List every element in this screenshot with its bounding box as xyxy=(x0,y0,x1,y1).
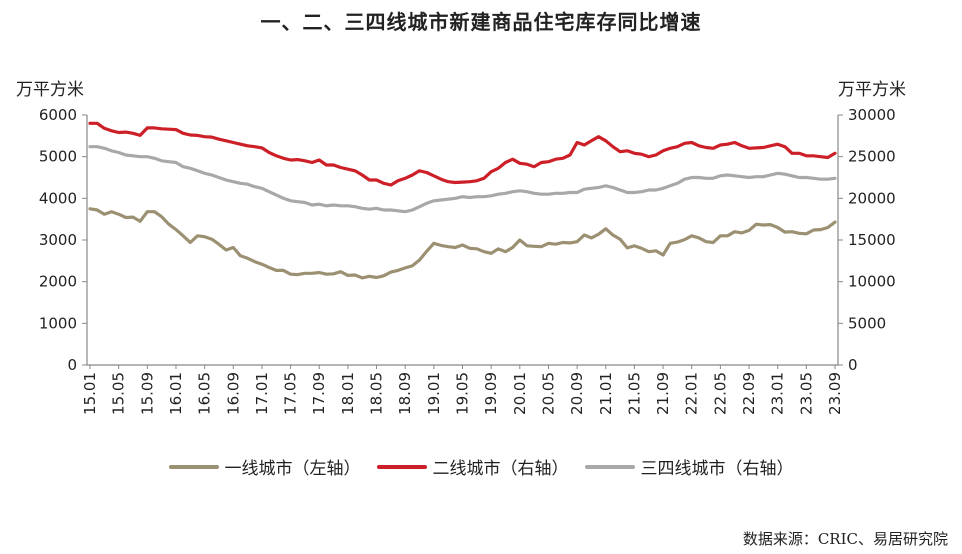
right-y-tick-label: 30000 xyxy=(848,106,896,124)
right-y-tick-label: 0 xyxy=(848,356,858,374)
x-tick-label: 20.01 xyxy=(511,372,529,415)
legend-label: 二线城市（右轴） xyxy=(432,459,569,479)
legend-label: 一线城市（左轴） xyxy=(224,459,361,479)
left-y-tick-label: 1000 xyxy=(39,314,77,332)
series-line-tier34 xyxy=(88,145,837,214)
source-note: 数据来源：CRIC、易居研究院 xyxy=(742,530,948,548)
x-tick-label: 16.09 xyxy=(224,372,242,415)
series-group xyxy=(88,121,837,280)
right-y-tick-label: 5000 xyxy=(848,314,886,332)
x-tick-label: 18.09 xyxy=(396,372,414,415)
left-y-tick-label: 6000 xyxy=(39,106,77,124)
axes-group: 0 1000 2000 3000 4000 5000 6000 0 5000 10000 15000… xyxy=(39,106,896,415)
x-tick-label: 18.01 xyxy=(339,372,357,415)
right-y-tick-label: 20000 xyxy=(848,189,896,207)
x-tick-label: 15.09 xyxy=(138,372,156,415)
legend-item-tier34: 三四线城市（右轴） xyxy=(584,454,794,479)
right-axis-unit: 万平方米 xyxy=(838,80,906,100)
left-y-tick-label: 5000 xyxy=(39,148,77,166)
series-line-tier2 xyxy=(88,121,837,187)
legend-item-tier2: 二线城市（右轴） xyxy=(376,454,569,479)
x-tick-label: 21.01 xyxy=(597,372,615,415)
left-axis-unit: 万平方米 xyxy=(16,80,84,100)
legend-swatch xyxy=(168,464,219,469)
x-tick-label: 23.09 xyxy=(826,372,844,415)
legend-swatch xyxy=(584,464,635,469)
x-tick-label: 23.05 xyxy=(797,372,815,415)
x-tick-label: 17.01 xyxy=(253,372,271,415)
x-tick-label: 20.09 xyxy=(568,372,586,415)
legend-item-tier1: 一线城市（左轴） xyxy=(168,454,361,479)
left-y-tick-label: 0 xyxy=(67,356,77,374)
x-tick-label: 17.05 xyxy=(282,372,300,415)
x-tick-label: 22.01 xyxy=(683,372,701,415)
left-y-tick-label: 3000 xyxy=(39,231,77,249)
x-tick-label: 18.05 xyxy=(368,372,386,415)
x-tick-label: 15.01 xyxy=(81,372,99,415)
right-y-tick-label: 10000 xyxy=(848,273,896,291)
chart-title: 一、二、三四线城市新建商品住宅库存同比增速 xyxy=(260,10,702,34)
series-line-tier1 xyxy=(88,207,837,280)
legend-label: 三四线城市（右轴） xyxy=(640,459,794,479)
x-tick-label: 23.01 xyxy=(769,372,787,415)
x-tick-label: 19.01 xyxy=(425,372,443,415)
x-tick-label: 22.09 xyxy=(740,372,758,415)
x-tick-label: 21.09 xyxy=(654,372,672,415)
right-y-tick-label: 25000 xyxy=(848,148,896,166)
x-tick-label: 22.05 xyxy=(711,372,729,415)
x-tick-label: 17.09 xyxy=(310,372,328,415)
x-tick-label: 16.01 xyxy=(167,372,185,415)
x-tick-label: 21.05 xyxy=(625,372,643,415)
x-tick-label: 15.05 xyxy=(110,372,128,415)
x-tick-label: 20.05 xyxy=(539,372,557,415)
legend: 一线城市（左轴） 二线城市（右轴） 三四线城市（右轴） xyxy=(0,454,962,479)
x-tick-label: 16.05 xyxy=(196,372,214,415)
left-y-tick-label: 4000 xyxy=(39,189,77,207)
x-tick-label: 19.09 xyxy=(482,372,500,415)
left-y-tick-label: 2000 xyxy=(39,273,77,291)
right-y-tick-label: 15000 xyxy=(848,231,896,249)
x-tick-label: 19.05 xyxy=(454,372,472,415)
legend-swatch xyxy=(376,464,427,469)
